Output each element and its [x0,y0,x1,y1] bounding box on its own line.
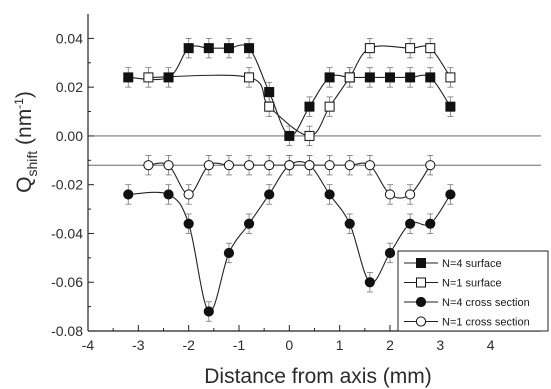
legend-marker [416,277,426,288]
series-2-point-4 [223,247,235,259]
x-tick-label-4: 0 [285,337,293,353]
series-3-point-12 [384,189,396,200]
series-3-point-8 [304,160,315,171]
series-0-point-1 [163,72,174,83]
series-0-point-6 [264,87,275,98]
series-0-point-8 [304,101,315,112]
series-3-point-2 [183,189,194,200]
series-0-point-5 [244,43,255,54]
legend-entry-3: N=1 cross section [404,316,530,329]
y-tick-label-6: 0.04 [56,30,83,46]
series-0-point-11 [364,72,375,83]
series-3-point-6 [264,160,275,171]
series-1-point-6 [364,43,375,54]
x-tick-label-6: 2 [386,337,394,353]
series-1-point-1 [244,72,255,83]
series-3-point-3 [203,160,214,171]
series-1-point-2 [264,101,275,112]
legend-marker [415,316,427,327]
series-1-point-4 [324,101,335,112]
series-3-point-0 [143,160,154,171]
x-tick-label-0: -4 [82,337,95,353]
series-3-point-9 [324,160,335,171]
series-1-point-3 [304,130,315,141]
series-2-point-14 [425,218,436,229]
y-axis-title: Qshift (nm-1) [12,91,40,193]
series-1-point-0 [143,72,154,83]
series-2-point-2 [183,218,194,229]
series-3-point-1 [163,160,174,171]
series-3-point-11 [364,160,375,171]
series-1-curve [148,45,451,137]
reference-lines [88,135,541,166]
y-tick-label-2: -0.04 [51,225,83,241]
series-1-point-7 [405,43,416,54]
series-3-point-4 [223,160,235,171]
series-2-point-9 [324,189,335,200]
series-0-point-7 [284,130,295,141]
series-2-point-1 [163,189,174,200]
legend-label: N=1 surface [442,278,502,290]
series-3-point-5 [243,160,255,171]
series-0-point-2 [183,43,194,54]
series-2-point-13 [405,218,416,229]
series-2-point-12 [384,247,396,259]
legend-entry-2: N=4 cross section [404,296,530,309]
y-tick-label-4: 0.00 [56,128,83,144]
legend-marker [416,258,426,268]
legend-entry-1: N=1 surface [404,277,502,290]
legend: N=4 surface N=1 surface N=4 cross section N… [397,250,549,332]
series-2-point-3 [203,306,214,317]
series-0-point-4 [223,43,234,54]
series-3-point-13 [405,189,416,200]
series-0-point-15 [445,101,456,112]
data-points [123,43,456,317]
series-0-point-14 [425,72,436,83]
series-2-curve [128,160,451,313]
series-0-point-3 [203,43,214,54]
y-tick-label-3: -0.02 [51,177,83,193]
legend-label: N=4 surface [442,258,502,270]
series-2-point-11 [364,277,375,288]
x-tick-label-3: -1 [233,337,246,353]
legend-entry-0: N=4 surface [404,258,502,270]
x-tick-label-1: -3 [132,337,145,353]
x-tick-label-8: 4 [487,337,495,353]
series-0-curve [128,44,451,137]
ticks: -4 -3 -2 -1 0 1 2 3 4 -0.08 -0.06 -0.04 -0.02 0.00 0.0… [51,30,517,353]
series-3-point-14 [425,160,436,171]
series-2-point-15 [445,189,456,200]
series-2-point-0 [123,189,134,200]
y-tick-label-0: -0.08 [51,323,83,339]
series-1-point-5 [344,72,355,83]
series-2-point-5 [243,218,255,229]
x-tick-label-2: -2 [182,337,195,353]
series-0-point-12 [385,72,395,83]
x-axis-title: Distance from axis (mm) [204,365,432,388]
x-tick-label-7: 3 [436,337,444,353]
series-3-point-7 [284,160,295,171]
series-1-point-9 [445,72,456,83]
series-1-point-8 [425,43,436,54]
fit-curves [128,44,451,313]
y-tick-label-5: 0.02 [56,79,83,95]
y-tick-label-1: -0.06 [51,274,83,290]
x-tick-label-5: 1 [336,337,344,353]
legend-label: N=4 cross section [442,297,530,309]
series-0-point-9 [324,72,335,83]
series-3-point-10 [344,160,355,171]
legend-marker [415,296,427,308]
series-2-point-10 [344,218,355,229]
series-0-point-0 [123,72,134,83]
series-0-point-13 [405,72,416,83]
series-2-point-6 [264,189,275,200]
legend-label: N=1 cross section [442,317,530,329]
